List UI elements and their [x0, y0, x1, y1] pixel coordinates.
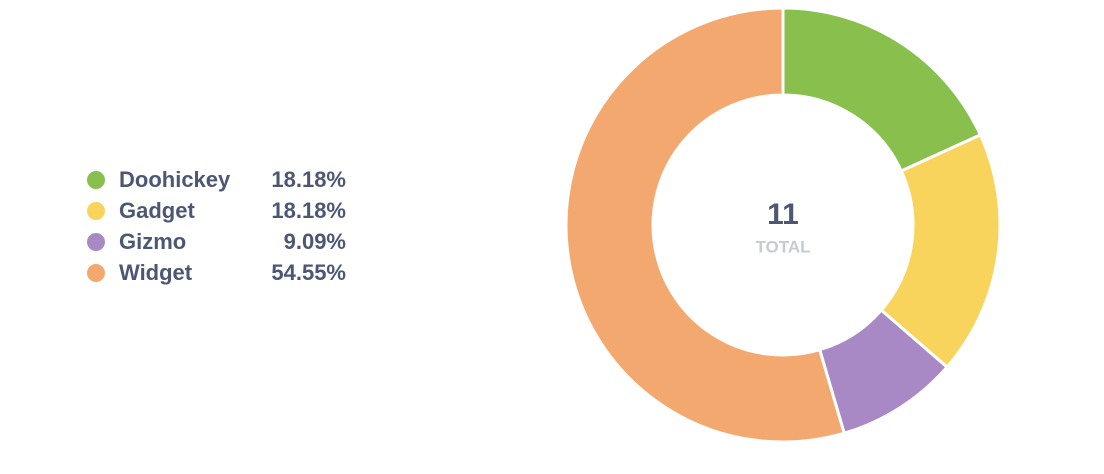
- legend-dot: [87, 264, 105, 282]
- legend-label: Gadget: [119, 198, 195, 223]
- donut-slice: [564, 6, 847, 444]
- legend-value: 54.55%: [271, 260, 346, 285]
- legend-label: Gizmo: [119, 229, 186, 254]
- legend-label: Widget: [119, 260, 193, 285]
- donut-slice: [781, 6, 983, 173]
- legend-value: 9.09%: [284, 229, 346, 254]
- legend-value: 18.18%: [271, 167, 346, 192]
- legend-dot: [87, 233, 105, 251]
- legend-label: Doohickey: [119, 167, 231, 192]
- donut-slice: [879, 132, 1002, 370]
- total-label: TOTAL: [755, 237, 810, 256]
- total-value: 11: [767, 198, 799, 231]
- legend-dot: [87, 171, 105, 189]
- legend-dot: [87, 202, 105, 220]
- legend-value: 18.18%: [271, 198, 346, 223]
